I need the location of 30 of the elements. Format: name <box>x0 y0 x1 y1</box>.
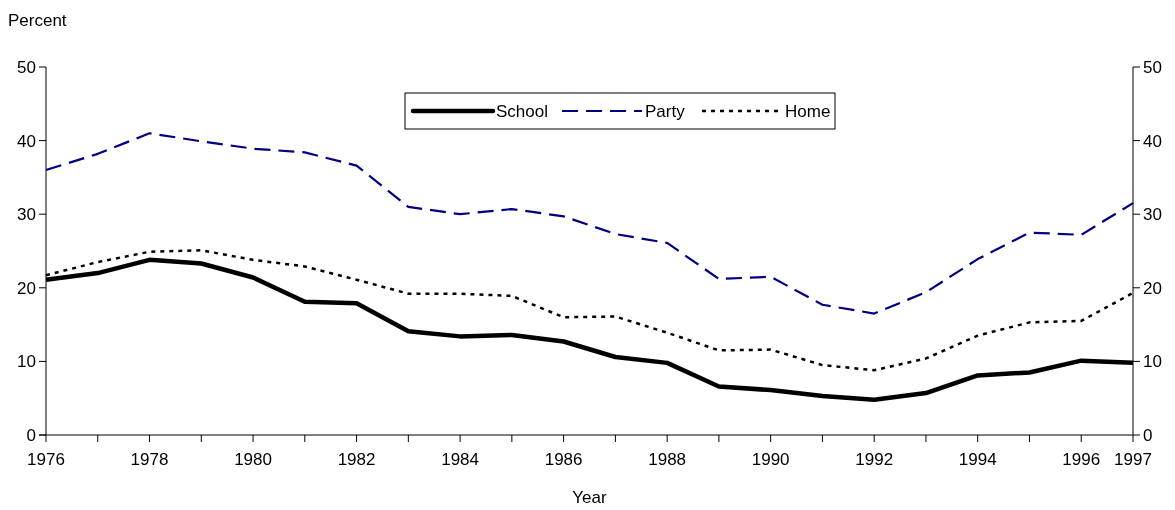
x-tick-label: 1996 <box>1062 450 1101 469</box>
x-tick-label: 1980 <box>234 450 272 469</box>
line-series <box>44 132 1135 315</box>
x-tick-label: 1992 <box>855 450 894 469</box>
x-tick-label: 1982 <box>337 450 376 469</box>
y2-tick-label: 10 <box>1143 352 1162 372</box>
x-axis-title: Year <box>572 488 608 507</box>
y-tick-label: 0 <box>26 426 36 445</box>
x-tick-label: 1978 <box>130 450 169 469</box>
legend-label: Party <box>645 102 686 121</box>
x-tick-label: 1988 <box>648 450 687 469</box>
x-tick-label: 1997 <box>1114 450 1152 469</box>
y2-tick-label: 20 <box>1143 278 1162 298</box>
y-tick-label: 50 <box>17 58 36 77</box>
y-tick-label: 30 <box>17 205 36 225</box>
legend-label: Home <box>785 102 831 121</box>
y-tick-label: 40 <box>17 131 36 151</box>
y-axis-title: Percent <box>8 11 67 30</box>
x-tick-label: 1976 <box>27 450 65 469</box>
x-tick-label: 1986 <box>544 450 583 469</box>
x-tick-label: 1990 <box>751 450 790 469</box>
y-tick-label: 10 <box>17 352 36 372</box>
y-tick-label: 20 <box>17 278 36 298</box>
y2-tick-label: 30 <box>1143 205 1162 225</box>
y2-tick-label: 0 <box>1143 426 1153 445</box>
y2-tick-label: 40 <box>1143 131 1162 151</box>
x-tick-label: 1994 <box>958 450 997 469</box>
y2-tick-label: 50 <box>1143 58 1162 77</box>
legend-label: School <box>496 102 548 121</box>
x-tick-label: 1984 <box>441 450 480 469</box>
